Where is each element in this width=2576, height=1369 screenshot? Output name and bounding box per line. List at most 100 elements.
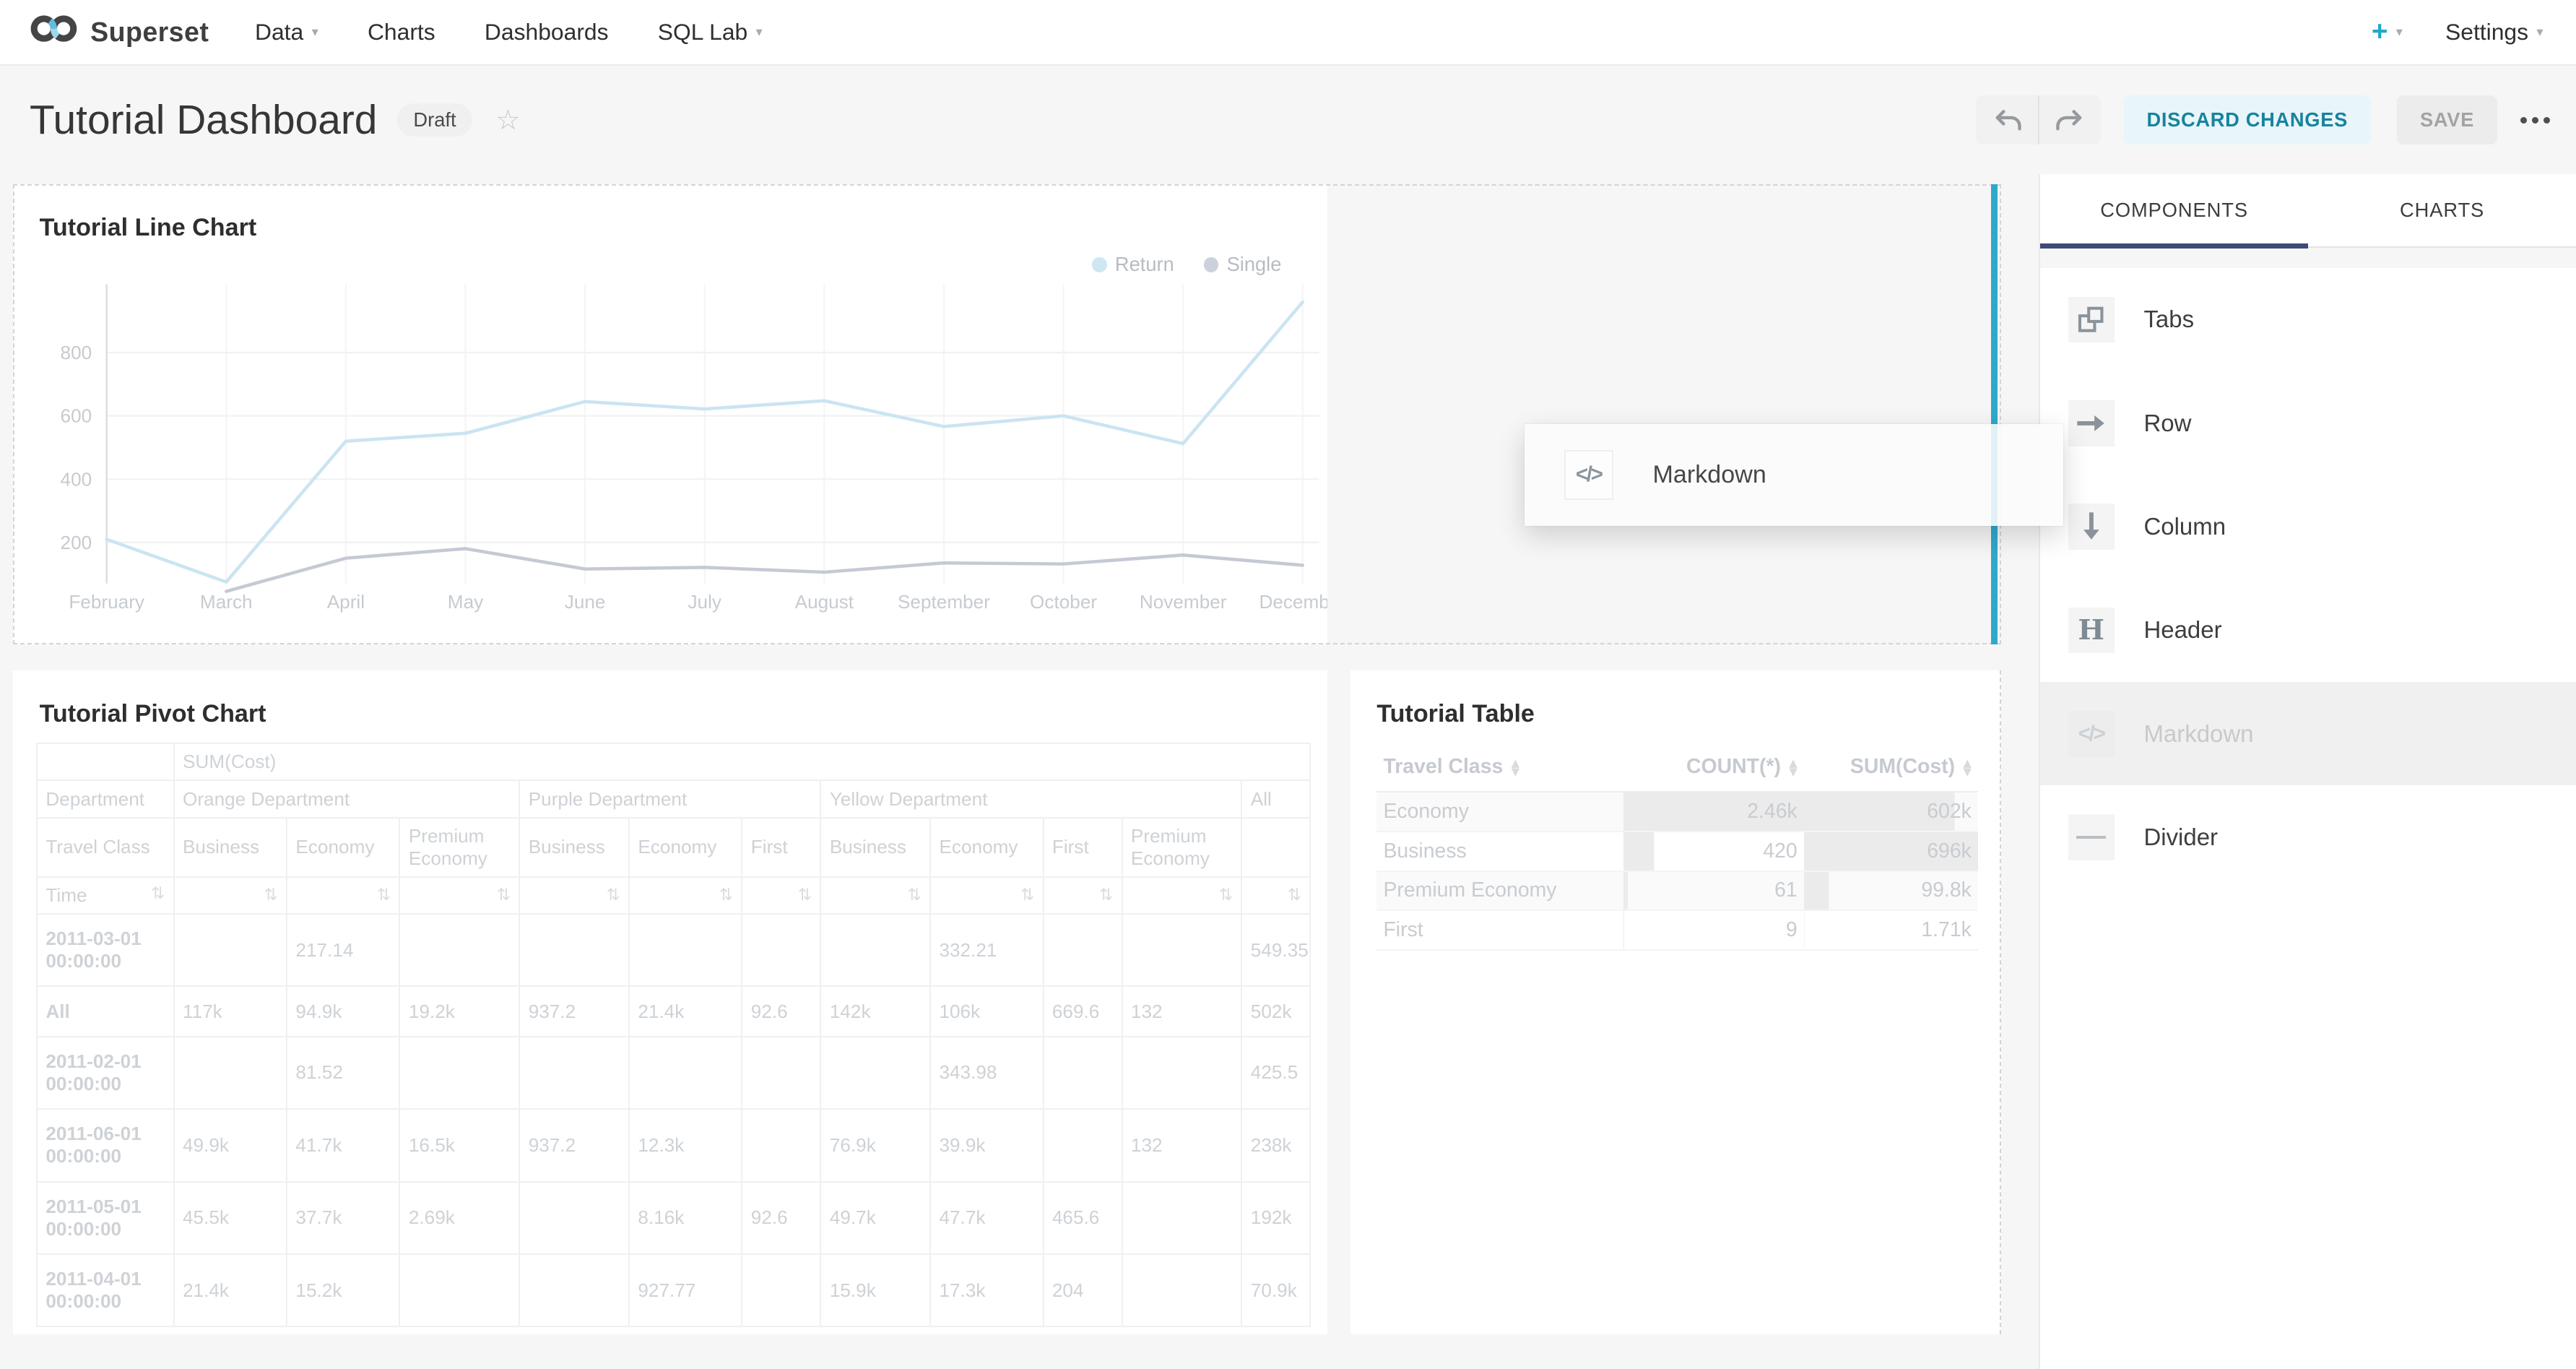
chart-legend: Return Single <box>1092 253 1281 276</box>
redo-button[interactable] <box>2038 95 2100 145</box>
pivot-cell: 70.9k <box>1241 1253 1311 1328</box>
sort-arrows-icon[interactable]: ⇅ <box>1287 886 1301 905</box>
pivot-cell: ⇅ <box>399 876 521 915</box>
pivot-cell: 217.14 <box>286 912 401 988</box>
component-item-row[interactable]: Row <box>2040 371 2576 475</box>
component-item-label: Header <box>2143 616 2222 644</box>
pivot-cell: ⇅ <box>1042 876 1123 915</box>
table-row: Business 420 696k <box>1376 832 1978 872</box>
pivot-cell <box>1241 816 1311 878</box>
pivot-cell: 37.7k <box>286 1180 401 1255</box>
pivot-cell: ⇅ <box>286 876 401 915</box>
pivot-cell: 117k <box>173 985 288 1037</box>
pivot-cell: 19.2k <box>399 985 521 1037</box>
sort-arrows-icon[interactable]: ⇅ <box>377 886 391 905</box>
save-button[interactable]: SAVE <box>2397 95 2497 145</box>
cell-travel-class: Economy <box>1376 792 1623 833</box>
drag-preview-markdown[interactable]: </> Markdown <box>1525 423 2064 526</box>
pivot-cell <box>519 1253 630 1328</box>
undo-button[interactable] <box>1976 95 2038 144</box>
pivot-cell: 332.21 <box>929 912 1044 988</box>
chart-title: Tutorial Table <box>1376 700 1535 728</box>
data-table: Travel Class ▲ ▼ COUNT(*) ▲ ▼ SUM(Cost) ▲ ▼ Econo… <box>1376 743 1978 951</box>
cell-sum: 696k <box>1803 832 1978 872</box>
component-item-column[interactable]: Column <box>2040 475 2576 578</box>
tab-charts[interactable]: CHARTS <box>2400 199 2485 222</box>
settings-menu[interactable]: Settings ▾ <box>2445 19 2544 46</box>
header-icon: H <box>2068 607 2115 654</box>
nav-item-sql-lab[interactable]: SQL Lab ▾ <box>657 18 763 45</box>
nav-item-data[interactable]: Data ▾ <box>254 18 318 45</box>
cell-sum: 602k <box>1803 792 1978 833</box>
column-header-count-[interactable]: COUNT(*) ▲ ▼ <box>1623 743 1804 793</box>
component-item-tabs[interactable]: Tabs <box>2040 268 2576 371</box>
more-options-button[interactable] <box>2520 116 2550 124</box>
legend-item-single[interactable]: Single <box>1203 253 1282 276</box>
cell-count: 2.46k <box>1623 792 1804 833</box>
pivot-cell: 49.9k <box>173 1108 288 1183</box>
pivot-row: 2011-06-01 00:00:00 49.9k 41.7k 16.5k 937.2 1… <box>36 1108 1311 1183</box>
pivot-cell: ⇅ <box>628 876 743 915</box>
pivot-cell: Travel Class <box>36 816 175 878</box>
sort-arrows-icon[interactable]: ⇅ <box>1219 886 1233 905</box>
component-item-divider[interactable]: Divider <box>2040 785 2576 889</box>
pivot-cell <box>36 743 175 782</box>
drop-indicator <box>1991 183 1998 644</box>
sort-arrows-icon[interactable]: ⇅ <box>264 886 278 905</box>
sort-arrows-icon[interactable]: ⇅ <box>798 886 812 905</box>
dashboard-header: Tutorial Dashboard Draft ☆ DISCARD <box>0 66 2576 174</box>
legend-item-return[interactable]: Return <box>1092 253 1174 276</box>
sort-arrows-icon[interactable]: ⇅ <box>496 886 511 905</box>
nav-item-charts[interactable]: Charts <box>367 18 435 45</box>
pivot-cell: Business <box>820 816 932 878</box>
superset-logo[interactable]: Superset <box>30 13 209 51</box>
pivot-cell <box>820 912 932 988</box>
pivot-cell <box>173 1035 288 1110</box>
pivot-chart-card[interactable]: Tutorial Pivot Chart SUM(Cost) Department… <box>13 670 1328 1335</box>
legend-label: Single <box>1226 253 1282 276</box>
column-header-travel-class[interactable]: Travel Class ▲ ▼ <box>1376 743 1623 793</box>
sort-arrows-icon[interactable]: ⇅ <box>907 886 921 905</box>
line-chart-card[interactable]: Tutorial Line Chart Return Single 200 400 6… <box>13 183 1328 644</box>
discard-changes-button[interactable]: DISCARD CHANGES <box>2123 95 2371 145</box>
nav-item-dashboards[interactable]: Dashboards <box>484 18 609 45</box>
sort-carets-icon[interactable]: ▲ ▼ <box>1511 757 1520 778</box>
pivot-cell: 238k <box>1241 1108 1311 1183</box>
table-chart-card[interactable]: Tutorial Table Travel Class ▲ ▼ COUNT(*) ▲ ▼ S… <box>1350 670 2001 1335</box>
sort-arrows-icon[interactable]: ⇅ <box>719 886 734 905</box>
sort-carets-icon[interactable]: ▲ ▼ <box>1789 757 1797 778</box>
panel-tabs: COMPONENTS CHARTS <box>2040 174 2576 249</box>
add-new-button[interactable]: + ▾ <box>2372 16 2403 48</box>
line-chart: 200 400 600 800 February March April May June Jul… <box>61 284 1327 613</box>
svg-text:July: July <box>688 591 722 613</box>
pivot-cell <box>1121 912 1243 988</box>
sort-carets-icon[interactable]: ▲ ▼ <box>1963 757 1972 778</box>
component-item-markdown[interactable]: </> Markdown <box>2040 682 2576 786</box>
pivot-cell <box>1042 912 1123 988</box>
pivot-cell <box>1121 1035 1243 1110</box>
pivot-cell: 49.7k <box>820 1180 932 1255</box>
sort-arrows-icon[interactable]: ⇅ <box>151 884 165 903</box>
sort-arrows-icon[interactable]: ⇅ <box>1099 886 1114 905</box>
pivot-cell: 21.4k <box>628 985 743 1037</box>
pivot-row: 2011-02-01 00:00:00 81.52 343.98 425.5 <box>36 1035 1311 1110</box>
column-header-sum-cost-[interactable]: SUM(Cost) ▲ ▼ <box>1803 743 1978 793</box>
tab-components[interactable]: COMPONENTS <box>2100 199 2248 222</box>
status-badge: Draft <box>396 103 473 137</box>
plus-icon: + <box>2371 16 2388 48</box>
pivot-cell: 465.6 <box>1042 1180 1123 1255</box>
pivot-cell: 425.5 <box>1241 1035 1311 1110</box>
pivot-cell: 15.2k <box>286 1253 401 1328</box>
sort-arrows-icon[interactable]: ⇅ <box>606 886 620 905</box>
cell-travel-class: Premium Economy <box>1376 871 1623 912</box>
sort-arrows-icon[interactable]: ⇅ <box>1020 886 1035 905</box>
pivot-cell: 8.16k <box>628 1180 743 1255</box>
favorite-star-icon[interactable]: ☆ <box>495 103 521 137</box>
pivot-cell: 47.7k <box>929 1180 1044 1255</box>
dashboard-title[interactable]: Tutorial Dashboard <box>29 97 378 143</box>
pivot-cell: Time ⇅ <box>36 876 175 915</box>
component-item-label: Markdown <box>2143 720 2254 747</box>
pivot-cell: 16.5k <box>399 1108 521 1183</box>
component-item-header[interactable]: H Header <box>2040 579 2576 682</box>
header-actions: DISCARD CHANGES SAVE <box>1975 95 2550 145</box>
